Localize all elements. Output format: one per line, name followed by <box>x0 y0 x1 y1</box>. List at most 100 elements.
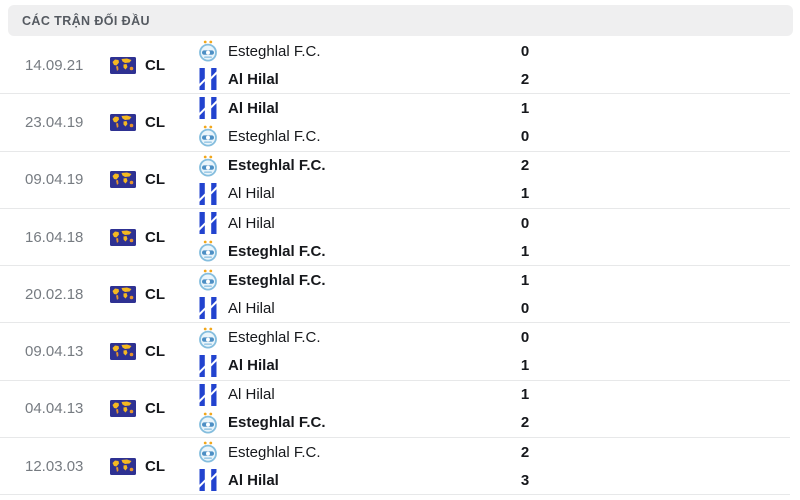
competition-badge: CL <box>110 343 198 361</box>
team-line: Esteghlal F.C. 2 <box>198 438 790 466</box>
competition-badge: CL <box>110 285 198 303</box>
match-row[interactable]: 09.04.19 CL <box>0 152 790 209</box>
competition-label: CL <box>145 228 165 246</box>
match-date: 16.04.18 <box>25 228 84 246</box>
match-teams: Al Hilal 1 <box>198 94 790 150</box>
team-crest <box>198 68 218 91</box>
team-line: Esteghlal F.C. 0 <box>198 37 790 65</box>
team-score: 1 <box>520 357 530 375</box>
match-teams: Al Hilal 0 <box>198 209 790 265</box>
esteghlal-crest-icon <box>199 40 217 62</box>
team-line: Al Hilal 1 <box>198 94 790 122</box>
world-flag-icon <box>110 457 136 475</box>
team-score: 1 <box>520 242 530 260</box>
match-row[interactable]: 04.04.13 CL <box>0 381 790 439</box>
esteghlal-crest-icon <box>199 412 217 434</box>
match-row[interactable]: 14.09.21 CL <box>0 37 790 95</box>
al-hilal-crest-icon <box>199 354 217 377</box>
team-line: Esteghlal F.C. 2 <box>198 409 790 437</box>
competition-label: CL <box>145 171 165 189</box>
team-crest <box>198 327 218 349</box>
match-row[interactable]: 09.04.13 CL <box>0 323 790 381</box>
match-row[interactable]: 20.02.18 CL <box>0 266 790 324</box>
team-line: Esteghlal F.C. 0 <box>198 122 790 150</box>
team-crest <box>198 269 218 291</box>
team-name: Esteghlal F.C. <box>228 443 321 461</box>
team-score: 0 <box>520 214 530 232</box>
al-hilal-crest-icon <box>199 182 217 205</box>
competition-badge: CL <box>110 171 198 189</box>
team-crest <box>198 297 218 320</box>
team-score: 1 <box>520 386 530 404</box>
team-line: Al Hilal 2 <box>198 65 790 93</box>
team-score: 2 <box>520 414 530 432</box>
team-name: Al Hilal <box>228 386 275 404</box>
match-date: 12.03.03 <box>25 457 84 475</box>
esteghlal-crest-icon <box>199 269 217 291</box>
competition-label: CL <box>145 400 165 418</box>
team-line: Esteghlal F.C. 1 <box>198 237 790 265</box>
match-row[interactable]: 23.04.19 CL <box>0 94 790 152</box>
team-line: Al Hilal 1 <box>198 381 790 409</box>
team-score: 1 <box>520 185 530 203</box>
team-crest <box>198 125 218 147</box>
team-name: Al Hilal <box>228 185 275 203</box>
esteghlal-crest-icon <box>199 240 217 262</box>
competition-badge: CL <box>110 113 198 131</box>
match-teams: Esteghlal F.C. 0 <box>198 37 790 93</box>
team-score: 2 <box>520 157 530 175</box>
team-crest <box>198 97 218 120</box>
match-date: 04.04.13 <box>25 400 84 418</box>
team-line: Esteghlal F.C. 0 <box>198 324 790 352</box>
competition-badge: CL <box>110 56 198 74</box>
match-date: 23.04.19 <box>25 113 84 131</box>
team-score: 2 <box>520 443 530 461</box>
match-row[interactable]: 12.03.03 CL <box>0 438 790 496</box>
team-line: Al Hilal 3 <box>198 466 790 494</box>
team-crest <box>198 182 218 205</box>
competition-badge: CL <box>110 457 198 475</box>
esteghlal-crest-icon <box>199 441 217 463</box>
team-score: 2 <box>520 70 530 88</box>
team-crest <box>198 383 218 406</box>
team-score: 0 <box>520 299 530 317</box>
match-row[interactable]: 16.04.18 CL <box>0 209 790 267</box>
competition-badge: CL <box>110 228 198 246</box>
competition-label: CL <box>145 285 165 303</box>
al-hilal-crest-icon <box>199 383 217 406</box>
world-flag-icon <box>110 343 136 361</box>
team-crest <box>198 155 218 177</box>
team-line: Al Hilal 1 <box>198 352 790 380</box>
team-crest <box>198 212 218 235</box>
al-hilal-crest-icon <box>199 97 217 120</box>
team-name: Al Hilal <box>228 299 275 317</box>
match-date: 14.09.21 <box>25 56 84 74</box>
team-name: Esteghlal F.C. <box>228 42 321 60</box>
team-score: 3 <box>520 471 530 489</box>
esteghlal-crest-icon <box>199 126 217 147</box>
match-teams: Esteghlal F.C. 2 <box>198 438 790 494</box>
world-flag-icon <box>110 171 136 189</box>
team-crest <box>198 412 218 434</box>
team-line: Al Hilal 0 <box>198 209 790 237</box>
team-name: Al Hilal <box>228 214 275 232</box>
team-crest <box>198 441 218 463</box>
al-hilal-crest-icon <box>199 68 217 91</box>
match-teams: Esteghlal F.C. 0 <box>198 324 790 380</box>
team-line: Al Hilal 0 <box>198 294 790 322</box>
team-line: Esteghlal F.C. 2 <box>198 152 790 180</box>
esteghlal-crest-icon <box>199 327 217 349</box>
team-line: Esteghlal F.C. 1 <box>198 266 790 294</box>
competition-badge: CL <box>110 400 198 418</box>
competition-label: CL <box>145 457 165 475</box>
section-title: CÁC TRẬN ĐỐI ĐẦU <box>22 13 150 28</box>
team-name: Esteghlal F.C. <box>228 329 321 347</box>
competition-label: CL <box>145 56 165 74</box>
team-crest <box>198 240 218 262</box>
team-name: Esteghlal F.C. <box>228 271 326 289</box>
match-teams: Esteghlal F.C. 2 <box>198 152 790 208</box>
al-hilal-crest-icon <box>199 212 217 235</box>
world-flag-icon <box>110 113 136 131</box>
team-score: 1 <box>520 99 530 117</box>
